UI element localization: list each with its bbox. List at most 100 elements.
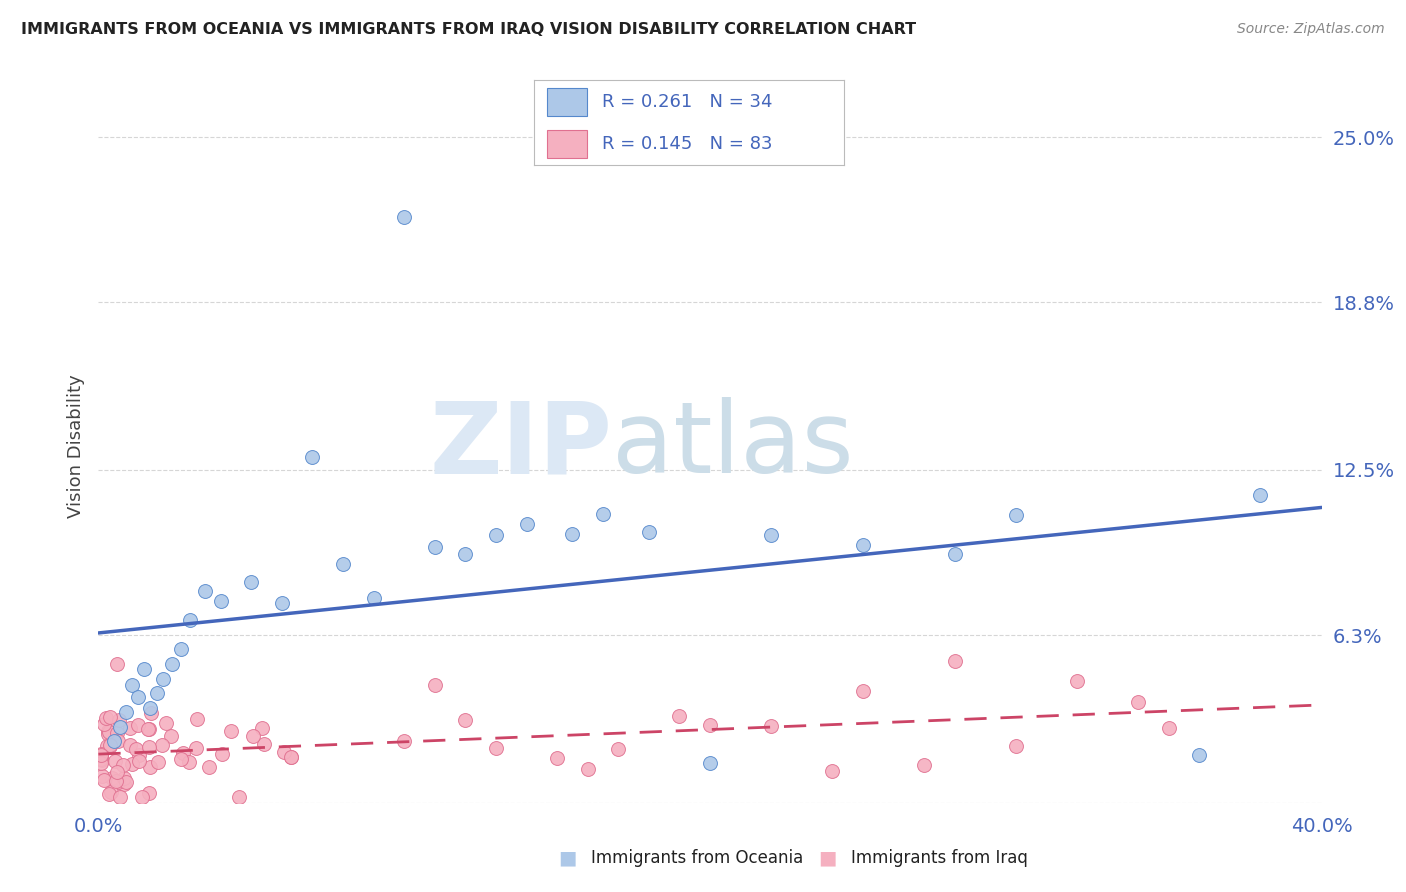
Point: [242, 729, 264, 743]
Point: [943, 547, 966, 561]
Point: [179, 756, 201, 770]
Point: [280, 750, 302, 764]
Point: [250, 721, 273, 735]
Text: atlas: atlas: [612, 398, 853, 494]
Point: [1066, 674, 1088, 689]
Point: [576, 762, 599, 776]
Point: [98, 725, 121, 739]
Point: [485, 740, 508, 755]
Point: [152, 672, 174, 686]
Point: [108, 790, 131, 805]
Point: [821, 764, 844, 778]
Point: [454, 547, 477, 561]
Point: [97, 787, 120, 801]
Point: [699, 756, 721, 770]
Point: [169, 752, 191, 766]
Bar: [547, 88, 586, 116]
Point: [160, 657, 183, 671]
Point: [160, 729, 183, 743]
Text: ■: ■: [818, 848, 837, 868]
Text: Source: ZipAtlas.com: Source: ZipAtlas.com: [1237, 22, 1385, 37]
Text: Immigrants from Oceania: Immigrants from Oceania: [591, 849, 803, 867]
Point: [104, 773, 127, 788]
Point: [253, 737, 276, 751]
Point: [100, 710, 122, 724]
Point: [125, 741, 148, 756]
Point: [1188, 747, 1211, 762]
Point: [516, 516, 538, 531]
Point: [668, 709, 690, 723]
Y-axis label: Vision Disability: Vision Disability: [66, 374, 84, 518]
Point: [134, 662, 156, 676]
Point: [114, 775, 136, 789]
Point: [607, 742, 630, 756]
Point: [270, 596, 292, 610]
Point: [138, 722, 160, 736]
Point: [104, 754, 127, 768]
Point: [240, 574, 263, 589]
Point: [148, 755, 170, 769]
Point: [98, 738, 121, 752]
Text: R = 0.261   N = 34: R = 0.261 N = 34: [602, 93, 773, 111]
Point: [139, 760, 162, 774]
Point: [131, 790, 153, 805]
Point: [228, 790, 250, 805]
Point: [219, 724, 242, 739]
Point: [100, 785, 122, 799]
Point: [105, 726, 128, 740]
Text: ZIP: ZIP: [429, 398, 612, 494]
Point: [90, 748, 112, 763]
Point: [127, 690, 149, 704]
Point: [392, 734, 416, 748]
Point: [637, 525, 661, 540]
Point: [172, 746, 194, 760]
Point: [97, 723, 120, 738]
Point: [145, 686, 167, 700]
Point: [592, 508, 614, 522]
Point: [198, 759, 221, 773]
Point: [186, 712, 208, 726]
Text: Immigrants from Iraq: Immigrants from Iraq: [851, 849, 1028, 867]
Point: [107, 774, 129, 789]
Point: [454, 713, 477, 727]
Point: [96, 739, 118, 753]
Point: [112, 777, 135, 791]
Point: [912, 757, 935, 772]
Point: [120, 738, 142, 752]
Text: IMMIGRANTS FROM OCEANIA VS IMMIGRANTS FROM IRAQ VISION DISABILITY CORRELATION CH: IMMIGRANTS FROM OCEANIA VS IMMIGRANTS FR…: [21, 22, 917, 37]
Point: [115, 706, 138, 720]
Point: [699, 718, 721, 732]
Point: [363, 591, 385, 606]
Point: [100, 771, 122, 785]
Point: [93, 772, 115, 787]
Point: [179, 613, 201, 627]
Point: [139, 700, 162, 714]
Point: [128, 754, 150, 768]
Point: [759, 719, 782, 733]
Point: [108, 713, 131, 727]
Point: [107, 733, 129, 747]
Text: R = 0.145   N = 83: R = 0.145 N = 83: [602, 136, 773, 153]
Point: [759, 528, 782, 542]
Point: [90, 752, 112, 766]
Point: [1249, 488, 1271, 502]
Text: ■: ■: [558, 848, 576, 868]
Point: [112, 772, 135, 786]
Point: [150, 738, 173, 752]
Bar: [547, 130, 586, 158]
Point: [103, 734, 125, 748]
Point: [561, 526, 583, 541]
Point: [139, 706, 162, 720]
Point: [392, 210, 416, 224]
Point: [127, 718, 149, 732]
Point: [138, 786, 160, 800]
Point: [111, 758, 134, 772]
Point: [108, 720, 131, 734]
Point: [194, 583, 217, 598]
Point: [128, 748, 150, 763]
Point: [423, 540, 446, 554]
Point: [97, 727, 120, 741]
Point: [90, 747, 112, 762]
Point: [138, 739, 160, 754]
Point: [1004, 508, 1026, 523]
